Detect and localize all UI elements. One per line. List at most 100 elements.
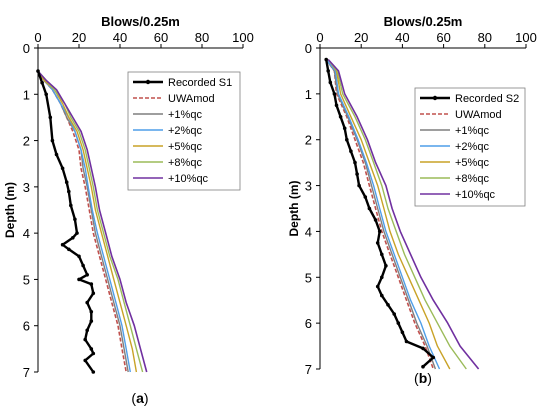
data-point-rec [85,328,89,333]
x-tick-label: 20 [354,30,368,45]
y-tick-label: 7 [305,362,312,377]
data-point-rec [324,57,329,62]
data-point-rec [349,149,353,153]
data-point-rec [375,284,380,289]
legend-label-p10: +10%qc [168,173,209,185]
legend-label-p10: +10%qc [455,189,496,201]
data-point-rec [60,242,65,247]
x-tick-label: 40 [395,30,409,45]
y-tick-label: 5 [305,270,312,285]
legend-label-rec: Recorded S1 [168,77,232,89]
data-point-rec [421,364,425,369]
data-point-rec [338,115,343,119]
data-point-rec [334,103,339,108]
series-line-p1 [325,59,437,370]
series-line-p10 [37,70,148,373]
caption-close-paren: ) [144,390,149,406]
caption-letter: b [419,370,428,386]
y-tick-label: 0 [23,41,30,56]
data-point-rec [431,355,436,360]
data-point-rec [36,69,40,73]
y-tick-label: 2 [23,134,30,149]
panel-caption: (a) [131,390,148,406]
data-point-rec [81,263,85,268]
data-point-rec [89,310,94,314]
legend-label-p8: +8%qc [168,157,202,169]
y-tick-label: 6 [23,319,30,334]
data-point-rec [345,137,349,142]
data-point-rec [326,69,331,73]
series-line-p5 [327,59,451,370]
data-point-rec [77,277,81,282]
data-point-rec [83,337,87,342]
data-point-rec [375,241,380,245]
legend-label-p1: +1%qc [455,125,489,137]
y-tick-label: 0 [305,41,312,56]
data-point-rec [353,160,357,165]
series-line-p2 [37,70,131,373]
caption-close-paren: ) [427,370,432,386]
x-tick-label: 60 [436,30,450,45]
y-tick-label: 3 [23,180,30,195]
y-tick-label: 6 [305,316,312,331]
caption-open-paren: ( [131,390,136,406]
data-point-rec [48,115,53,120]
data-point-rec [85,300,89,305]
x-tick-label: 100 [515,30,537,45]
data-point-rec [54,152,59,157]
data-point-rec [357,183,361,188]
data-point-rec [404,339,409,344]
data-point-rec [91,370,96,374]
x-tick-label: 0 [316,30,323,45]
panel-b: 0 20 40 60 80 100 Blows/0.25m 0 1 2 3 4 5 6 7 Depth (m)… [287,14,537,386]
y-tick-label: 5 [23,272,30,287]
data-point-rec [67,189,71,194]
legend-box [127,71,241,191]
y-axis-title: Depth (m) [3,182,17,238]
data-point-rec [73,217,77,222]
legend-label-p5: +5%qc [455,157,489,169]
data-point-rec [67,247,71,252]
data-point-rec [89,319,94,323]
series-line-p5 [37,70,138,373]
series-line-p2 [325,59,441,370]
x-tick-label: 40 [113,30,127,45]
series-line-uw [37,70,127,373]
data-point-rec [400,330,405,335]
data-point-rec [89,347,94,351]
series-line-p10 [327,58,480,370]
x-tick-label: 60 [154,30,168,45]
legend-label-p5: +5%qc [168,141,202,153]
y-tick-label: 1 [23,87,30,102]
y-tick-label: 3 [305,179,312,194]
data-point-rec [421,346,425,351]
data-point-rec [386,303,390,307]
data-point-rec [380,293,384,298]
data-point-rec [328,80,333,85]
y-tick-label: 4 [305,224,312,239]
x-axis-title: Blows/0.25m [384,14,463,29]
y-tick-label: 2 [305,133,312,148]
y-tick-label: 7 [23,365,30,380]
caption-letter: a [136,390,144,406]
data-point-rec [396,321,401,325]
legend-label-rec: Recorded S2 [455,93,519,105]
data-point-rec [85,273,89,277]
x-tick-label: 80 [195,30,209,45]
data-point-rec [332,92,337,96]
data-point-rec [83,358,87,363]
series-line-p8 [327,59,467,370]
data-point-rec [384,264,388,268]
data-point-rec [392,312,397,316]
data-point-rec [363,195,368,199]
legend-label-uw: UWAmod [455,109,502,121]
data-point-rec [355,172,359,176]
data-point-rec [64,180,69,184]
data-point-rec [75,231,79,235]
data-point-rec [77,254,81,259]
legend-label-uw: UWAmod [168,93,215,105]
legend-label-p8: +8%qc [455,173,489,185]
data-point-rec [373,218,378,222]
series-line-uw [325,59,435,370]
